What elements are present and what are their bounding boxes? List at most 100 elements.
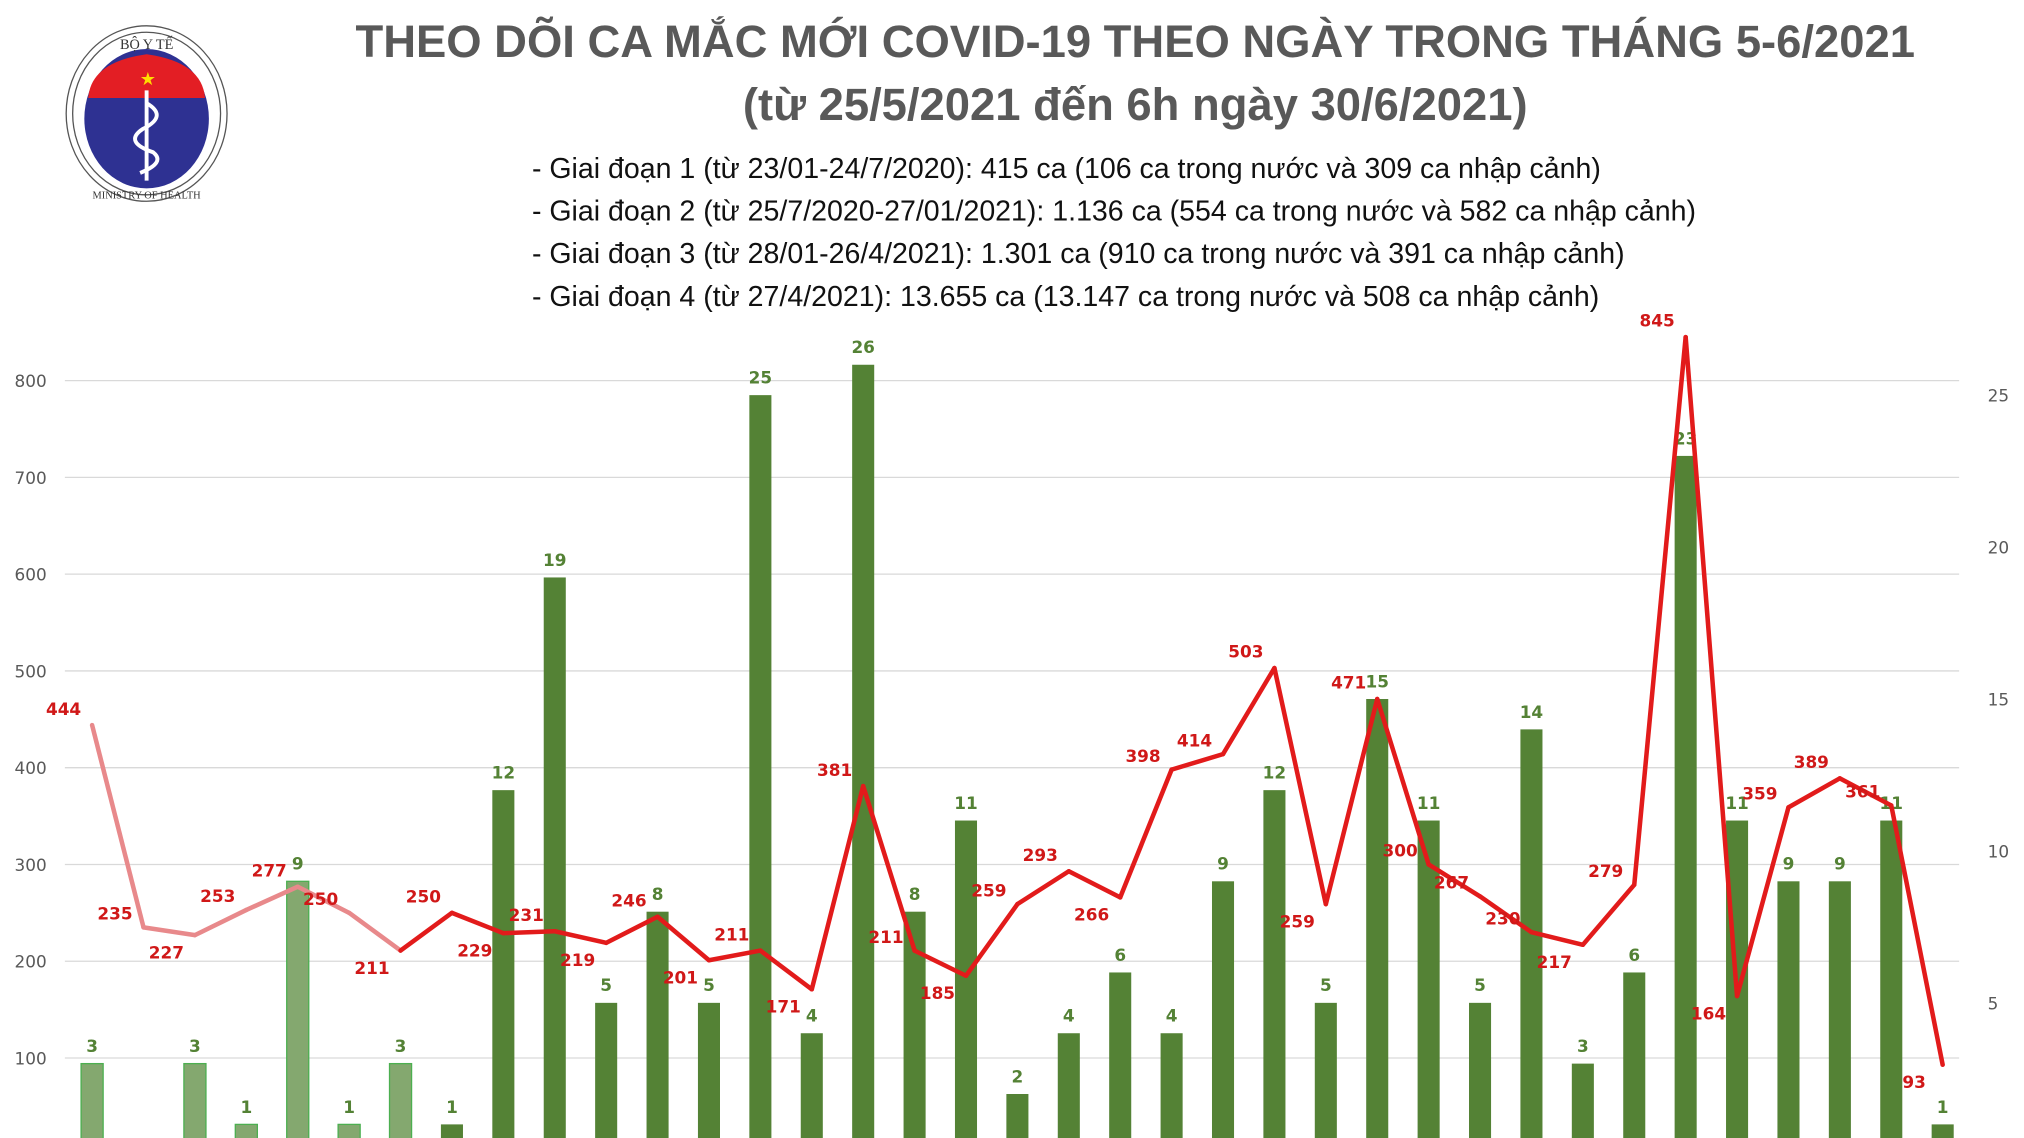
bar	[1623, 972, 1646, 1138]
bar-label: 4	[1166, 1006, 1178, 1026]
bar	[800, 1033, 823, 1138]
line-segment	[1374, 696, 1431, 867]
line-segment	[1477, 894, 1534, 935]
line-segment	[501, 928, 558, 936]
line-segment	[1529, 929, 1586, 948]
line-segment	[758, 948, 815, 992]
bar	[80, 1062, 104, 1138]
line-segment	[655, 914, 712, 963]
bar	[1211, 881, 1235, 1138]
line-label: 444	[46, 699, 81, 719]
bar	[543, 577, 566, 1138]
bar	[1777, 881, 1800, 1138]
line-segment	[1631, 334, 1688, 888]
bar-label: 26	[851, 337, 874, 357]
line-segment	[398, 910, 455, 953]
bar	[183, 1062, 207, 1138]
left-tick-label: 200	[15, 952, 47, 972]
bar	[1828, 881, 1851, 1138]
line-segment	[1683, 334, 1740, 999]
line-label: 293	[1023, 845, 1058, 865]
bar-label: 15	[1365, 671, 1388, 691]
chart-subtitle: (từ 25/5/2021 đến 6h ngày 30/6/2021)	[743, 79, 1528, 130]
line-segment	[1015, 868, 1072, 907]
line-segment	[1220, 665, 1277, 757]
bar-label: 5	[1320, 975, 1332, 995]
bar	[1160, 1033, 1183, 1138]
bar-label: 4	[1063, 1006, 1075, 1026]
line-label: 211	[714, 924, 749, 944]
line-segment	[1426, 862, 1483, 899]
left-tick-label: 700	[15, 468, 47, 488]
right-tick-label: 25	[1988, 386, 2009, 406]
line-segment	[1734, 805, 1791, 999]
bar	[1006, 1094, 1029, 1138]
line-label: 229	[457, 940, 492, 960]
bar	[852, 364, 875, 1138]
bar	[646, 911, 669, 1138]
right-tick-label: 10	[1988, 841, 2009, 861]
line-segment	[706, 948, 763, 963]
line-segment	[1889, 803, 1945, 1068]
chart-title: THEO DÕI CA MẮC MỚI COVID-19 THEO NGÀY T…	[355, 16, 1915, 67]
line-segment	[1117, 767, 1174, 900]
line-label: 211	[354, 958, 389, 978]
bar-label: 3	[86, 1036, 98, 1056]
bar-label: 11	[1417, 793, 1440, 813]
bar-label: 8	[909, 884, 921, 904]
line-label: 231	[509, 905, 544, 925]
left-tick-label: 100	[15, 1049, 47, 1069]
line-label: 230	[1485, 909, 1520, 929]
bar	[1057, 1033, 1080, 1138]
bar	[492, 790, 515, 1138]
line-label: 359	[1742, 784, 1777, 804]
line-label: 267	[1434, 873, 1469, 893]
line-segment	[346, 910, 403, 953]
line-label: 235	[97, 904, 132, 924]
line-label: 259	[971, 880, 1006, 900]
ministry-logo: ★ BỘ Y TẾ MINISTRY OF HEALTH	[65, 25, 228, 202]
line-label: 164	[1691, 1003, 1726, 1023]
bar	[954, 820, 978, 1138]
phase-2: - Giai đoạn 2 (từ 25/7/2020-27/01/2021):…	[532, 196, 1696, 228]
line-label: 398	[1125, 746, 1160, 766]
line-label: 185	[920, 983, 955, 1003]
bar-label: 6	[1114, 945, 1126, 965]
line-label: 227	[149, 942, 184, 962]
line-label: 171	[766, 997, 801, 1017]
bar-label: 3	[1577, 1036, 1589, 1056]
line-label: 211	[868, 927, 903, 947]
bar-label: 3	[395, 1036, 407, 1056]
bar-label: 12	[1263, 763, 1286, 783]
line-label: 201	[663, 968, 698, 988]
bar-label: 25	[749, 368, 772, 388]
bar-label: 1	[240, 1097, 252, 1117]
line-segment	[860, 783, 917, 953]
left-tick-label: 400	[15, 758, 47, 778]
line-segment	[912, 948, 969, 979]
line-segment	[1169, 751, 1226, 772]
bar	[388, 1062, 413, 1138]
bar-label: 12	[492, 763, 515, 783]
right-tick-label: 20	[1988, 538, 2009, 558]
star-icon: ★	[140, 69, 156, 89]
line-label: 253	[200, 886, 235, 906]
bar	[337, 1123, 361, 1138]
bar	[1931, 1124, 1954, 1138]
line-label: 219	[560, 950, 595, 970]
bar-label: 9	[1783, 854, 1795, 874]
bar-label: 9	[292, 854, 304, 874]
bar-label: 1	[343, 1097, 355, 1117]
line-segment	[244, 884, 301, 913]
line-label: 279	[1588, 861, 1623, 881]
line-label: 250	[406, 887, 441, 907]
line-label: 300	[1382, 841, 1417, 861]
line-segment	[552, 928, 609, 946]
bar-label: 2	[1012, 1066, 1024, 1086]
bar-label: 6	[1628, 945, 1640, 965]
bar	[903, 911, 926, 1138]
line-label: 381	[817, 760, 852, 780]
line-segment	[295, 884, 352, 916]
